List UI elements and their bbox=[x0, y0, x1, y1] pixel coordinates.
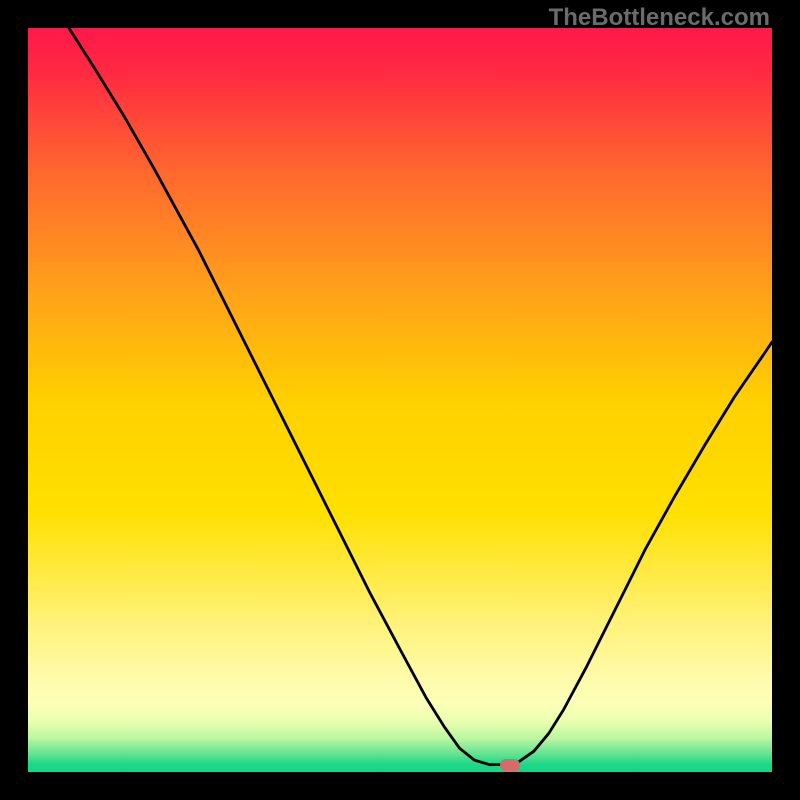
background-gradient bbox=[28, 28, 772, 772]
watermark-text: TheBottleneck.com bbox=[549, 4, 770, 32]
chart-frame: TheBottleneck.com bbox=[0, 0, 800, 800]
optimum-marker bbox=[500, 759, 520, 771]
plot-area bbox=[28, 28, 772, 772]
